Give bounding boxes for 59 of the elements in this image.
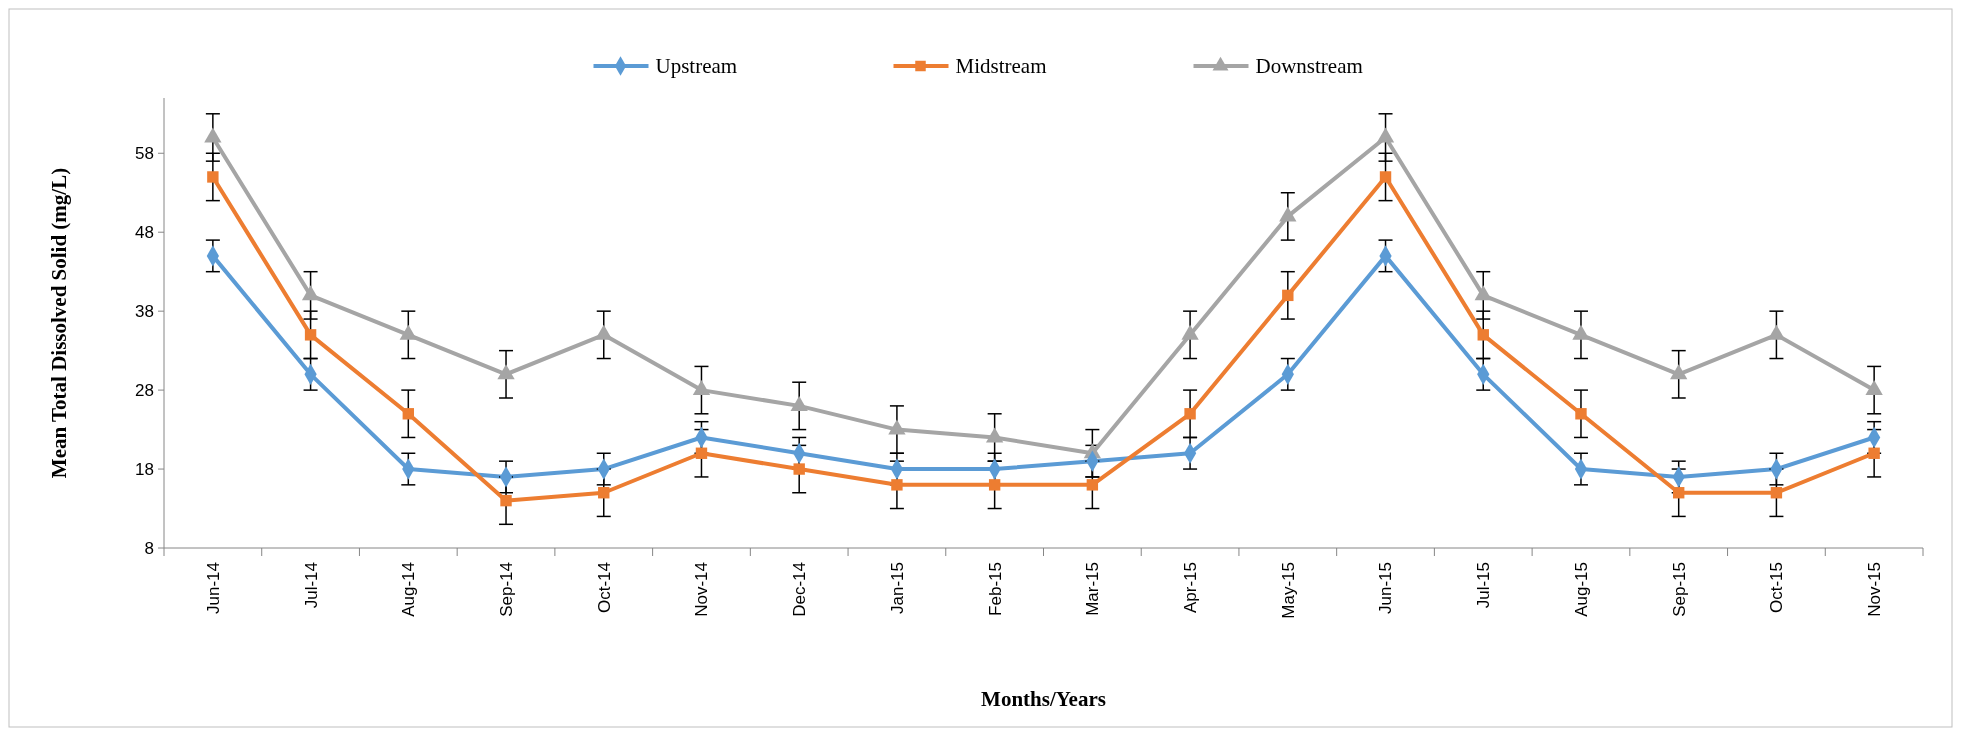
- y-tick-label: 28: [135, 381, 154, 401]
- point: [1181, 324, 1199, 340]
- point: [695, 447, 708, 459]
- legend-label: Downstream: [1255, 54, 1363, 79]
- x-tick-label: Oct-14: [594, 562, 614, 614]
- point: [1184, 408, 1196, 420]
- y-tick-label: 38: [135, 302, 154, 322]
- point: [1575, 408, 1587, 420]
- x-tick-label: Apr-15: [1181, 562, 1201, 614]
- point: [497, 364, 515, 380]
- y-tick-label: 48: [135, 223, 154, 243]
- point: [1086, 479, 1099, 491]
- point: [692, 380, 711, 396]
- point: [988, 479, 1001, 491]
- point: [402, 408, 415, 420]
- point: [1767, 324, 1786, 340]
- point: [301, 285, 320, 301]
- legend-label: Upstream: [655, 54, 738, 79]
- point: [304, 329, 317, 341]
- x-tick-label: Jun-15: [1376, 562, 1396, 614]
- point: [204, 127, 222, 143]
- point: [1865, 380, 1883, 396]
- point: [595, 324, 613, 340]
- x-tick-label: Mar-15: [1083, 562, 1103, 616]
- point: [1477, 329, 1489, 341]
- x-tick-label: Jan-15: [887, 562, 907, 614]
- x-tick-label: Aug-14: [399, 562, 419, 617]
- x-tick-label: Jul-15: [1474, 562, 1494, 609]
- x-tick-label: Jul-14: [301, 562, 321, 609]
- point: [1572, 324, 1590, 340]
- point: [1474, 285, 1492, 301]
- x-tick-label: Jun-14: [203, 562, 223, 614]
- point: [1868, 447, 1880, 459]
- point: [1282, 289, 1294, 302]
- x-tick-label: Sep-14: [496, 562, 516, 617]
- point: [500, 494, 512, 507]
- y-tick-label: 8: [144, 538, 154, 558]
- point: [1279, 206, 1297, 222]
- point: [1670, 364, 1688, 380]
- y-tick-label: 58: [135, 144, 154, 164]
- y-axis-title: Mean Total Dissolved Solid (mg/L): [47, 167, 71, 479]
- x-tick-label: Feb-15: [985, 562, 1005, 616]
- legend-label: Midstream: [955, 54, 1047, 79]
- point: [1672, 487, 1685, 499]
- x-tick-label: Nov-15: [1865, 562, 1885, 617]
- x-tick-label: Dec-14: [790, 562, 810, 617]
- x-axis-title: Months/Years: [981, 687, 1106, 711]
- x-tick-label: Nov-14: [692, 562, 712, 617]
- point: [399, 324, 417, 340]
- y-tick-label: 18: [135, 460, 154, 479]
- x-tick-label: Sep-15: [1669, 562, 1689, 617]
- x-tick-label: Oct-15: [1767, 562, 1787, 614]
- x-tick-label: Aug-15: [1571, 562, 1591, 617]
- point: [1770, 487, 1783, 499]
- point: [598, 487, 610, 499]
- point: [793, 463, 805, 475]
- point: [891, 479, 903, 491]
- x-tick-label: May-15: [1278, 562, 1298, 619]
- point: [1376, 127, 1395, 143]
